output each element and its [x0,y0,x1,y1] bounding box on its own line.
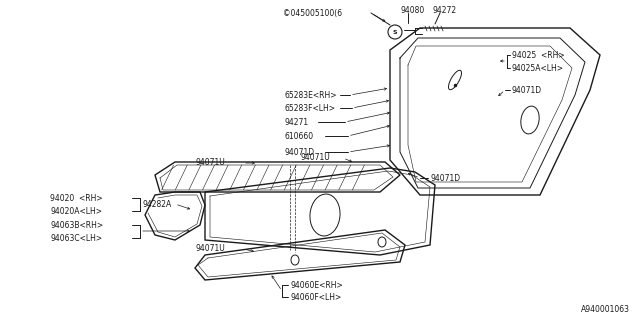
Text: S: S [393,29,397,35]
Text: 94071D: 94071D [430,173,460,182]
Text: 94071U: 94071U [300,153,330,162]
Text: 94020  <RH>: 94020 <RH> [50,194,102,203]
Text: 94271: 94271 [284,117,308,126]
Text: 610660: 610660 [284,132,313,140]
Text: 94272: 94272 [432,5,456,14]
Text: 94025  <RH>: 94025 <RH> [512,51,564,60]
Text: 94071U: 94071U [195,244,225,252]
Text: 94063B<RH>: 94063B<RH> [50,220,103,229]
Text: 94282A: 94282A [142,199,172,209]
Text: 65283F<LH>: 65283F<LH> [284,103,335,113]
Text: 94080: 94080 [400,5,424,14]
Text: 94060E<RH>: 94060E<RH> [290,281,343,290]
Text: A940001063: A940001063 [581,306,630,315]
Text: 94071D: 94071D [512,85,542,94]
Text: 94020A<LH>: 94020A<LH> [50,206,102,215]
Text: 65283E<RH>: 65283E<RH> [284,91,337,100]
Text: 94060F<LH>: 94060F<LH> [290,292,341,301]
Text: 94071D: 94071D [284,148,314,156]
Text: ©045005100(6: ©045005100(6 [283,9,342,18]
Text: 94071U: 94071U [195,157,225,166]
Text: 94025A<LH>: 94025A<LH> [512,63,564,73]
Text: 94063C<LH>: 94063C<LH> [50,234,102,243]
